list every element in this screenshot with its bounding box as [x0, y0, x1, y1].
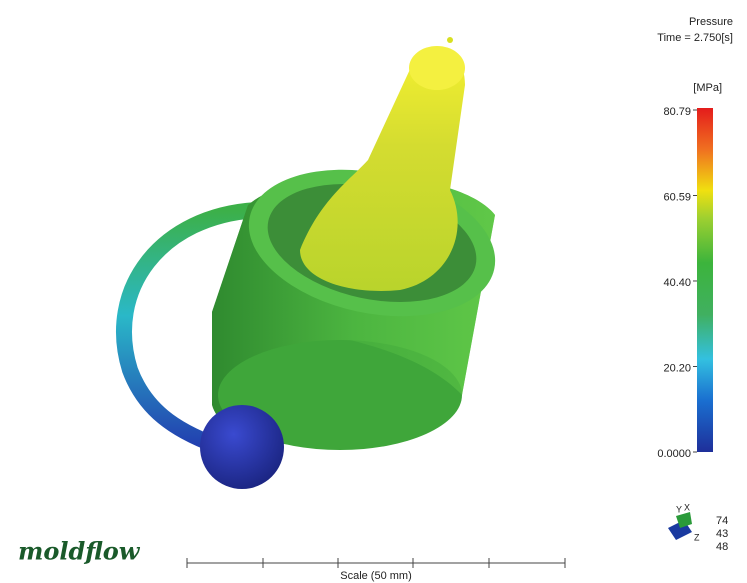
logo: moldflow: [18, 537, 141, 566]
scale-bar: [186, 558, 566, 568]
triad-icon: [668, 512, 692, 540]
tick-label: 20.20: [663, 362, 691, 374]
tick-label: 0.0000: [657, 448, 691, 460]
color-bar: [697, 108, 713, 452]
triad-axis: Z: [694, 532, 700, 542]
scale-label: Scale (50 mm): [340, 570, 412, 582]
triad-angle: 48: [716, 541, 728, 553]
triad-axis: Y: [676, 504, 682, 514]
result-name: Pressure: [689, 16, 733, 28]
triad-axis: X: [684, 502, 690, 512]
triad-angle: 74: [716, 515, 728, 527]
triad-angle: 43: [716, 528, 728, 540]
result-time: Time = 2.750[s]: [657, 32, 733, 44]
tick-label: 80.79: [663, 106, 691, 118]
model: [116, 37, 496, 489]
tick-label: 40.40: [663, 277, 691, 289]
unit: [MPa]: [693, 82, 722, 94]
tick-label: 60.59: [663, 191, 691, 203]
